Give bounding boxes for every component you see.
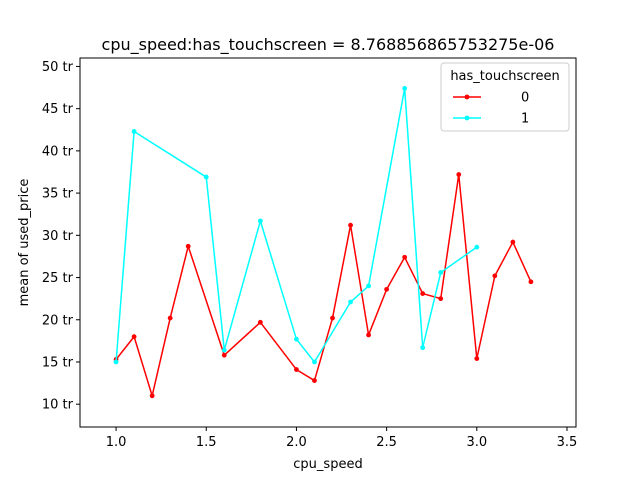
series-0-point <box>528 279 534 285</box>
y-tick-label: 15 tr <box>42 355 74 370</box>
series-0-point <box>384 286 390 292</box>
series-0-point <box>167 315 173 321</box>
series-0-point <box>456 172 462 177</box>
x-tick-label: 3.5 <box>557 435 578 450</box>
legend-box <box>440 62 570 132</box>
series-0-point <box>330 315 335 321</box>
series-1-point <box>221 347 227 353</box>
legend-title: has_touchscreen <box>450 69 559 84</box>
y-tick-label: 10 tr <box>42 398 74 413</box>
series-1-point <box>294 336 299 342</box>
series-0-point <box>348 222 353 228</box>
series-0-point <box>257 319 263 325</box>
series-0-point <box>131 334 137 340</box>
series-0-point <box>402 254 408 260</box>
series-0-point <box>492 273 498 279</box>
y-tick-label: 30 tr <box>42 229 74 244</box>
series-0-point <box>366 332 371 338</box>
y-tick-label: 50 tr <box>42 60 74 75</box>
chart-title: cpu_speed:has_touchscreen = 8.7688568657… <box>102 35 555 55</box>
y-tick-label: 40 tr <box>42 144 74 159</box>
series-1-point <box>312 359 317 365</box>
x-tick-label: 3.0 <box>466 435 487 450</box>
y-axis-label: mean of used_price <box>17 179 32 307</box>
legend-label-1: 1 <box>521 112 529 127</box>
series-1-point <box>420 345 426 351</box>
axes-frame <box>79 57 577 428</box>
x-axis-label: cpu_speed <box>293 457 362 472</box>
series-0-point <box>294 367 299 372</box>
series-1-point <box>131 129 137 134</box>
series-1-point <box>257 218 263 224</box>
x-tick-label: 1.0 <box>106 435 127 450</box>
series-1-point <box>203 174 209 180</box>
series-0-point <box>221 352 227 358</box>
x-tick-label: 1.5 <box>196 435 217 450</box>
series-0-point <box>474 356 480 362</box>
y-tick-label: 45 tr <box>42 102 74 117</box>
legend-marker-1 <box>464 115 470 121</box>
series-0-point <box>420 291 426 296</box>
series-1-point <box>348 299 353 305</box>
series-1-point <box>366 283 371 289</box>
series-0-point <box>510 239 516 245</box>
plot-area <box>113 85 534 399</box>
legend: has_touchscreen 0 1 <box>440 62 570 132</box>
series-1-point <box>402 85 408 91</box>
series-0-point <box>185 243 191 249</box>
series-0-point <box>438 296 444 302</box>
series-1-point <box>438 270 444 275</box>
series-0-point <box>312 378 317 383</box>
series-1-point <box>474 244 480 250</box>
x-tick-label: 2.5 <box>376 435 397 450</box>
legend-label-0: 0 <box>521 91 529 106</box>
y-tick-label: 35 tr <box>42 187 74 202</box>
y-tick-label: 20 tr <box>42 313 74 328</box>
y-tick-label: 25 tr <box>42 271 74 286</box>
legend-marker-0 <box>464 94 470 100</box>
series-0-point <box>149 393 155 399</box>
series-1-point <box>113 359 119 365</box>
x-tick-label: 2.0 <box>286 435 307 450</box>
